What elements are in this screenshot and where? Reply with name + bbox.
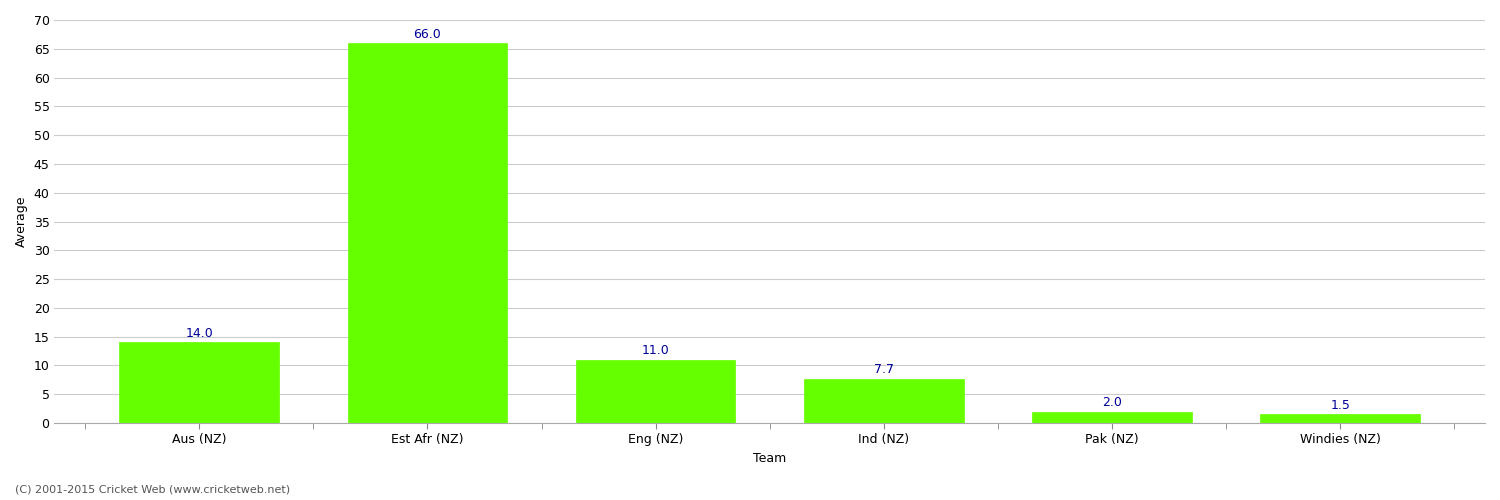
Y-axis label: Average: Average xyxy=(15,196,28,248)
Text: 7.7: 7.7 xyxy=(874,364,894,376)
Text: (C) 2001-2015 Cricket Web (www.cricketweb.net): (C) 2001-2015 Cricket Web (www.cricketwe… xyxy=(15,485,290,495)
Bar xyxy=(576,360,735,423)
Text: 11.0: 11.0 xyxy=(642,344,669,358)
Bar xyxy=(1032,412,1193,423)
Text: 66.0: 66.0 xyxy=(414,28,441,40)
Bar xyxy=(804,378,963,423)
X-axis label: Team: Team xyxy=(753,452,786,465)
Text: 14.0: 14.0 xyxy=(186,327,213,340)
Text: 2.0: 2.0 xyxy=(1102,396,1122,409)
Bar xyxy=(1260,414,1420,423)
Text: 1.5: 1.5 xyxy=(1330,399,1350,412)
Bar xyxy=(120,342,279,423)
Bar xyxy=(348,43,507,423)
